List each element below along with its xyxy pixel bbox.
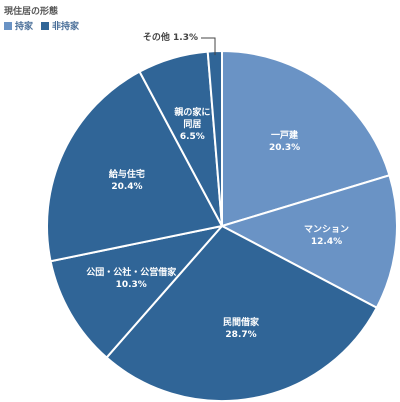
legend-label: 非持家 bbox=[52, 22, 80, 32]
slice-category: その他 bbox=[142, 33, 170, 43]
slice-value: 28.7% bbox=[225, 330, 257, 341]
legend-swatch bbox=[4, 21, 12, 30]
slice-category: 給与住宅 bbox=[108, 170, 145, 181]
leader-line bbox=[201, 37, 216, 56]
slice-label: 給与住宅 20.4% bbox=[109, 169, 145, 193]
slice-value: 12.4% bbox=[310, 237, 343, 248]
slice-category: マンション bbox=[304, 225, 350, 236]
slice-label: その他 1.3% bbox=[143, 32, 198, 44]
slice-label: 公団・公社・公営借家 10.3% bbox=[86, 267, 176, 291]
pie-slice bbox=[49, 224, 225, 359]
pie-slice bbox=[105, 224, 379, 402]
slice-category: 親の家に 同居 bbox=[174, 108, 211, 131]
slice-value: 1.3% bbox=[173, 33, 198, 43]
pie-slice bbox=[221, 49, 391, 228]
slice-value: 10.3% bbox=[115, 279, 147, 290]
legend: 持家 非持家 bbox=[4, 19, 79, 32]
slice-value: 20.3% bbox=[268, 142, 301, 153]
legend-item: 持家 bbox=[4, 19, 33, 32]
legend-item: 非持家 bbox=[41, 19, 79, 32]
legend-label: 持家 bbox=[15, 22, 34, 32]
pie-slice bbox=[46, 70, 224, 263]
legend-swatch bbox=[41, 21, 50, 30]
pie-slice bbox=[219, 174, 398, 310]
slice-category: 一戸建 bbox=[271, 130, 299, 141]
slice-label: マンション 12.4% bbox=[304, 224, 349, 248]
slice-label: 一戸建 20.3% bbox=[269, 130, 300, 154]
slice-category: 公団・公社・公営借家 bbox=[86, 267, 177, 278]
slice-value: 6.5% bbox=[179, 132, 205, 143]
slice-value: 20.4% bbox=[111, 182, 143, 193]
slice-category: 民間借家 bbox=[223, 318, 260, 329]
slice-label: 民間借家 28.7% bbox=[223, 317, 259, 341]
slice-label: 親の家に 同居 6.5% bbox=[174, 107, 210, 143]
chart-title: 現住居の形態 bbox=[4, 7, 59, 17]
